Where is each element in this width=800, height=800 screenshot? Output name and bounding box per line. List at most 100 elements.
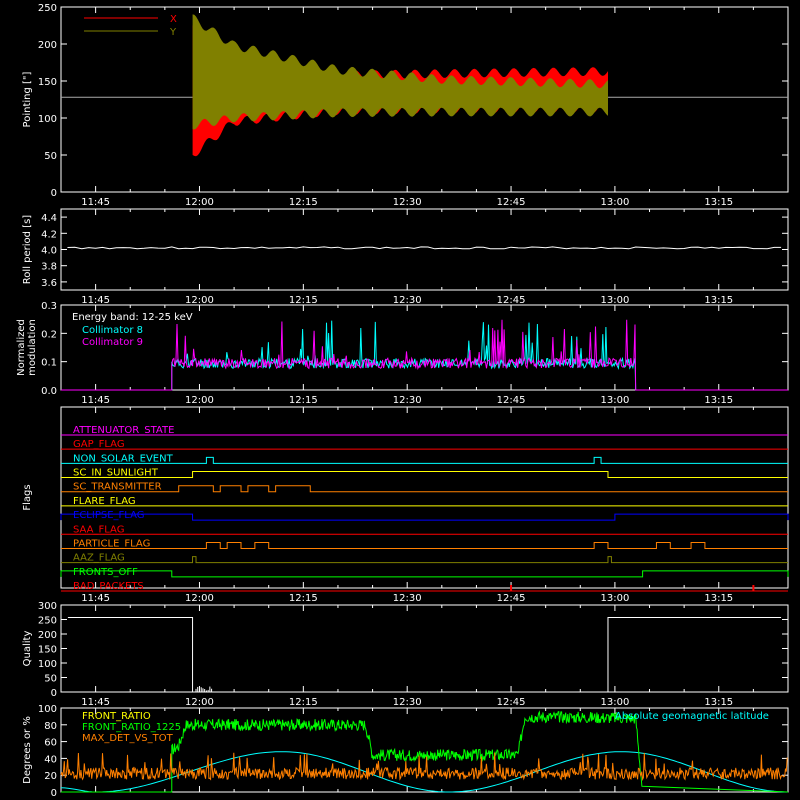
pointing-x-tick-label: 13:15 [704, 197, 733, 208]
flags-frame [60, 406, 789, 589]
roll-x-tick-label: 11:45 [81, 295, 110, 306]
pointing-x-tick-label: 11:45 [81, 197, 110, 208]
quality-line [67, 616, 782, 693]
flag-line-aaz_flag [61, 556, 788, 564]
quality-frame [60, 604, 789, 693]
front-y-tick-label: 80 [44, 721, 57, 732]
modulation-series-9 [61, 319, 788, 391]
modulation-y-tick-label: 0.1 [41, 358, 57, 369]
roll-y-tick-label: 4.4 [41, 213, 57, 224]
roll-y-axis-label: Roll period [s] [22, 215, 33, 284]
roll-y-tick-label: 3.8 [41, 262, 57, 273]
modulation-y-axis-label: modulation [27, 319, 38, 376]
pointing-frame [60, 6, 789, 193]
geomagnetic-latitude-line [60, 751, 788, 793]
pointing-y-tick-label: 100 [38, 114, 57, 125]
flags-x-tick-label: 12:30 [393, 593, 422, 604]
roll-y-tick-label: 3.6 [41, 278, 57, 289]
modulation-x-tick-label: 12:30 [393, 395, 422, 406]
roll-x-tick-label: 13:15 [704, 295, 733, 306]
quality-y-tick-label: 50 [44, 674, 57, 685]
quality-x-tick-label: 12:45 [497, 697, 526, 708]
modulation-y-tick-label: 0.2 [41, 329, 57, 340]
flags-y-axis-label: Flags [22, 484, 33, 510]
pointing-legend-label: Y [169, 27, 177, 38]
flag-label: SC_IN_SUNLIGHT [73, 468, 159, 479]
quality-y-tick-label: 250 [38, 616, 57, 627]
pointing-y-tick-label: 50 [44, 151, 57, 162]
flag-line-eclipse_flag [60, 513, 789, 521]
roll-x-tick-label: 12:45 [497, 295, 526, 306]
modulation-x-tick-label: 12:15 [289, 395, 318, 406]
modulation-x-tick-label: 13:00 [600, 395, 629, 406]
roll-x-tick-label: 12:15 [289, 295, 318, 306]
flags-x-tick-label: 12:15 [289, 593, 318, 604]
pointing-y-axis-label: Pointing ["] [22, 71, 33, 127]
quality-x-tick-label: 12:15 [289, 697, 318, 708]
modulation-legend-label: Collimator 8 [82, 325, 143, 336]
flags-x-tick-label: 13:00 [600, 593, 629, 604]
pointing-y-tick-label: 200 [38, 40, 57, 51]
front-y-tick-label: 20 [44, 771, 57, 782]
flag-label: GAP_FLAG [73, 439, 125, 450]
pointing-y-tick-label: 150 [38, 77, 57, 88]
roll-frame [60, 208, 789, 291]
flag-line-fronts_off [60, 570, 789, 578]
modulation-x-tick-label: 12:45 [497, 395, 526, 406]
flags-x-tick-label: 12:45 [497, 593, 526, 604]
geomagnetic-latitude-legend-label: Absolute geomagnetic latitude [615, 711, 769, 722]
quality-y-tick-label: 300 [38, 601, 57, 612]
roll-x-tick-label: 13:00 [600, 295, 629, 306]
quality-x-tick-label: 13:15 [704, 697, 733, 708]
flag-label: SC_TRANSMITTER [73, 482, 162, 493]
flag-label: BAD_PACKETS [73, 581, 144, 592]
quality-x-tick-label: 11:45 [81, 697, 110, 708]
pointing-x-tick-label: 12:30 [393, 197, 422, 208]
modulation-x-tick-label: 12:00 [185, 395, 214, 406]
modulation-x-tick-label: 11:45 [81, 395, 110, 406]
pointing-y-tick-label: 0 [51, 188, 57, 199]
modulation-frame [60, 304, 789, 391]
modulation-legend-label: Collimator 9 [82, 337, 143, 348]
flag-label: ATTENUATOR_STATE [73, 425, 174, 436]
flag-label: ECLIPSE_FLAG [73, 510, 144, 521]
front-ratio-1225-line [61, 710, 789, 793]
flags-x-tick-label: 13:15 [704, 593, 733, 604]
flag-label: FRONTS_OFF [73, 567, 138, 578]
flag-label: FLARE_FLAG [73, 496, 136, 507]
flag-label: PARTICLE_FLAG [73, 538, 150, 549]
quality-y-tick-label: 200 [38, 630, 57, 641]
front-legend-label: MAX_DET_VS_TOT [82, 733, 174, 744]
quality-x-tick-label: 13:00 [600, 697, 629, 708]
roll-period-line [67, 246, 782, 250]
flag-label: AAZ_FLAG [73, 553, 125, 564]
flag-line-sc_in_sunlight [61, 471, 788, 479]
flag-label: SAA_FLAG [73, 524, 124, 535]
flags-x-tick-label: 12:00 [185, 593, 214, 604]
pointing-x-tick-label: 12:45 [497, 197, 526, 208]
flag-label: NON_SOLAR_EVENT [73, 453, 174, 464]
roll-x-tick-label: 12:00 [185, 295, 214, 306]
front-y-tick-label: 0 [51, 788, 57, 799]
front-frame [60, 707, 789, 793]
flags-x-tick-label: 11:45 [81, 593, 110, 604]
pointing-x-tick-label: 12:15 [289, 197, 318, 208]
modulation-series-8 [61, 320, 788, 391]
pointing-x-tick-label: 12:00 [185, 197, 214, 208]
modulation-y-tick-label: 0.0 [41, 386, 57, 397]
modulation-legend-title: Energy band: 12-25 keV [72, 312, 193, 323]
modulation-x-tick-label: 13:15 [704, 395, 733, 406]
modulation-y-tick-label: 0.3 [41, 301, 57, 312]
quality-y-axis-label: Quality [22, 631, 33, 667]
pointing-x-tick-label: 13:00 [600, 197, 629, 208]
front-y-tick-label: 100 [38, 704, 57, 715]
roll-x-tick-label: 12:30 [393, 295, 422, 306]
front-legend-label: FRONT_RATIO [82, 711, 151, 722]
quality-y-tick-label: 150 [38, 645, 57, 656]
max-det-vs-tot-line [60, 752, 788, 782]
quality-y-tick-label: 0 [51, 688, 57, 699]
flag-line-non_solar_event [61, 456, 788, 464]
front-y-tick-label: 40 [44, 754, 57, 765]
quality-x-tick-label: 12:30 [393, 697, 422, 708]
pointing-y-tick-label: 250 [38, 3, 57, 14]
